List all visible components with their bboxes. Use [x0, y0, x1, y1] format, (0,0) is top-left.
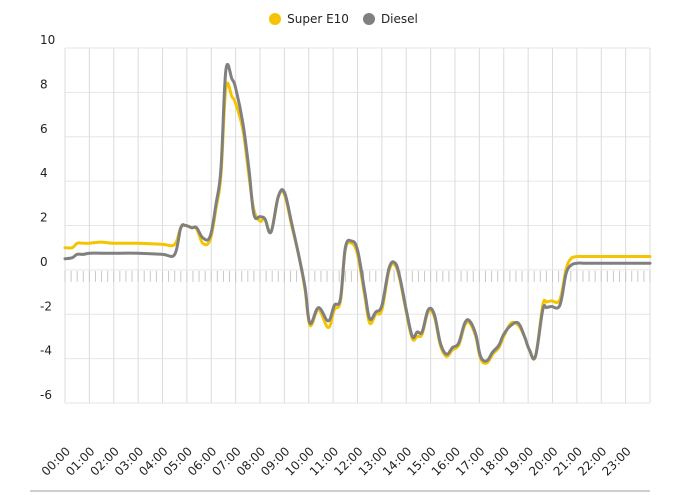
x-tick-label-layer: 00:0001:0002:0003:0004:0005:0006:0007:00…	[39, 444, 634, 478]
y-tick-label-layer: 10 8 6 4 2 0 -2 -4 -6	[40, 33, 55, 402]
y-tick-label: -6	[40, 388, 52, 402]
y-tick-label: -4	[40, 344, 52, 358]
series-line-diesel	[63, 62, 652, 363]
y-tick-label: -2	[40, 299, 52, 313]
grid-layer	[64, 47, 651, 404]
legend-item-super-e10[interactable]: Super E10	[269, 12, 349, 26]
legend-label-diesel: Diesel	[380, 12, 418, 26]
legend-item-diesel[interactable]: Diesel	[362, 12, 418, 26]
y-tick-label: 10	[40, 33, 55, 47]
series-layer	[63, 62, 652, 365]
y-tick-label: 0	[40, 255, 48, 269]
y-tick-label: 8	[40, 77, 48, 91]
y-tick-label: 4	[40, 166, 48, 180]
bottom-divider	[30, 490, 650, 492]
legend-dot-super-e10	[269, 13, 282, 25]
chart-legend: Super E10 Diesel	[0, 12, 687, 26]
minor-tick-layer	[64, 270, 651, 282]
y-tick-label: 2	[40, 211, 48, 225]
legend-dot-diesel	[362, 13, 375, 25]
legend-label-super-e10: Super E10	[287, 12, 349, 26]
y-tick-label: 6	[40, 122, 48, 136]
